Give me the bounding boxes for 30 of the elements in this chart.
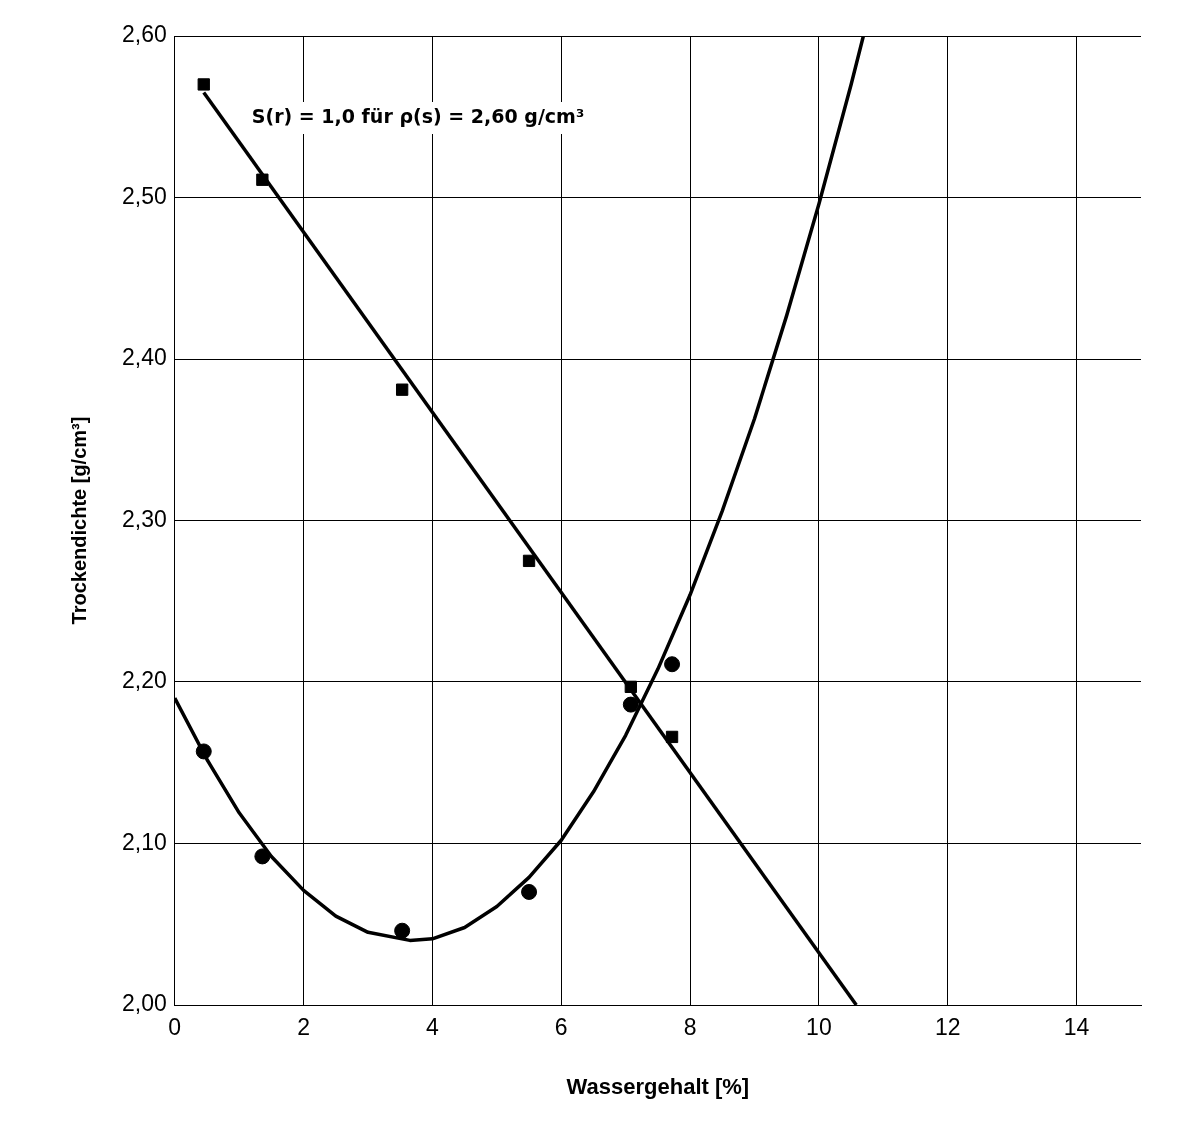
y-tick-label: 2,00 bbox=[122, 990, 167, 1017]
x-tick-label: 0 bbox=[168, 1014, 182, 1041]
annotation: S(r) = 1,0 für ρ(s) = 2,60 g/cm³ bbox=[251, 104, 585, 127]
point bbox=[665, 730, 679, 744]
x-tick-label: 4 bbox=[426, 1014, 440, 1041]
y-tick-label: 2,10 bbox=[122, 828, 167, 855]
x-tick-label: 12 bbox=[934, 1014, 961, 1041]
point bbox=[195, 743, 212, 760]
y-tick-label: 2,50 bbox=[122, 182, 167, 209]
x-tick-label: 10 bbox=[806, 1014, 832, 1041]
y-tick-label: 2,30 bbox=[122, 505, 167, 532]
y-tick-label: 2,20 bbox=[122, 667, 167, 694]
point bbox=[664, 656, 681, 673]
point bbox=[396, 383, 409, 396]
y-axis-title: Trockendichte [g/cm³] bbox=[67, 416, 90, 625]
y-tick-label: 2,40 bbox=[122, 344, 167, 371]
x-tick-label: 8 bbox=[683, 1014, 697, 1041]
point bbox=[521, 883, 538, 900]
point bbox=[522, 554, 536, 568]
point bbox=[256, 173, 269, 186]
point bbox=[197, 78, 210, 91]
point bbox=[622, 696, 639, 713]
x-axis-title: Wassergehalt [%] bbox=[566, 1073, 750, 1099]
point bbox=[254, 848, 271, 865]
x-tick-label: 14 bbox=[1063, 1014, 1090, 1041]
point bbox=[624, 680, 637, 693]
y-tick-label: 2,60 bbox=[122, 21, 167, 48]
point bbox=[394, 922, 411, 939]
x-tick-label: 6 bbox=[554, 1014, 568, 1041]
x-tick-label: 2 bbox=[297, 1014, 310, 1041]
